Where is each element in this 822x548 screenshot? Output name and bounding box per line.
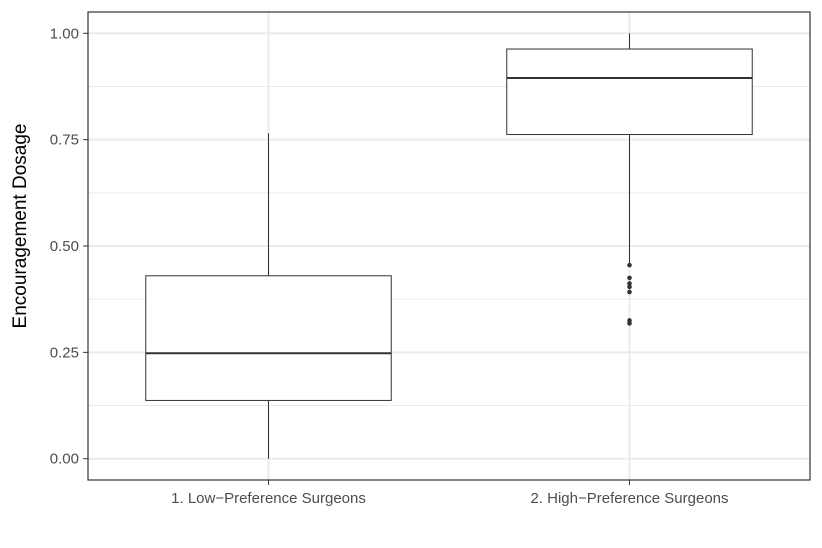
y-tick-label: 0.25 (50, 344, 79, 361)
y-tick-label: 1.00 (50, 25, 79, 42)
outlier-point (627, 321, 632, 326)
outlier-point (627, 262, 632, 268)
x-tick-label: 2. High−Preference Surgeons (530, 490, 728, 507)
outlier-point (627, 284, 632, 290)
y-tick-label: 0.75 (50, 132, 79, 149)
box-group (145, 133, 392, 459)
outlier-point (627, 289, 632, 295)
box-layer (145, 33, 753, 459)
box-group (506, 33, 753, 326)
iqr-box (145, 275, 392, 401)
y-tick-label: 0.00 (50, 451, 79, 468)
axis-layer: 0.00 0.25 0.50 0.75 1.00 1. Low−Preference Su… (50, 25, 729, 507)
outlier-point (627, 275, 632, 281)
iqr-box (506, 48, 753, 136)
outlier-point (627, 281, 632, 286)
x-tick-label: 1. Low−Preference Surgeons (171, 490, 366, 507)
y-axis-title: Encouragement Dosage (10, 124, 31, 329)
y-tick-label: 0.50 (50, 238, 79, 255)
